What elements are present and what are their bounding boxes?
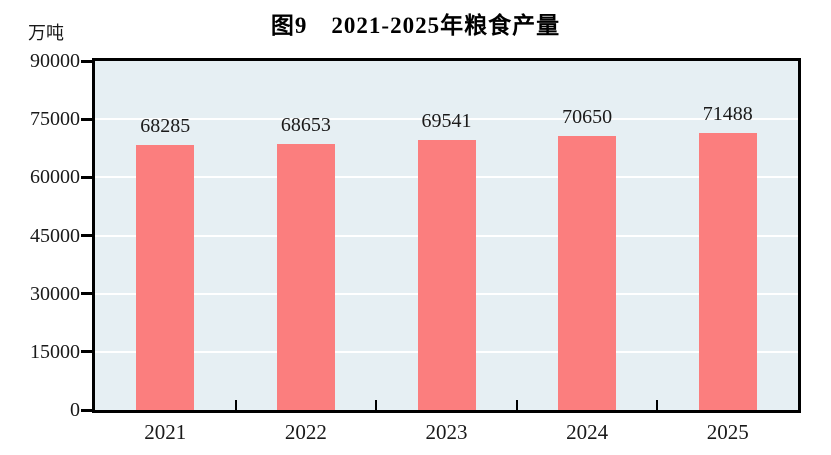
bar-value-label-2021: 68285 [140,115,191,138]
x-axis-label-2025: 2025 [706,420,749,444]
bar-value-label-2023: 69541 [421,110,472,133]
chart-title: 图9 2021-2025年粮食产量 [270,13,561,38]
y-axis-tickmark-15000 [81,350,92,354]
x-axis-label-2023: 2023 [425,420,468,444]
y-axis-label-60000: 60000 [30,166,80,189]
y-axis-label-30000: 30000 [30,282,80,305]
gridline-75000 [95,118,798,121]
y-axis-label-0: 0 [70,399,80,421]
bar-2022 [276,143,335,410]
x-axis-tick-1 [234,400,237,410]
bar-2024 [558,136,617,410]
x-axis-tick-3 [515,400,518,410]
y-axis-label-45000: 45000 [30,224,80,247]
y-axis-unit-label: 万吨 [28,23,64,43]
plot-area: 68285 68653 69541 70650 71488 [92,58,801,413]
y-axis-label-15000: 15000 [30,340,80,363]
x-axis-tick-4 [656,400,659,410]
bar-2025 [698,132,757,410]
x-axis-label-2024: 2024 [566,420,609,444]
bar-2021 [136,145,195,410]
bar-2023 [417,140,476,410]
bar-value-label-2024: 70650 [562,106,613,129]
y-axis-label-75000: 75000 [30,108,80,131]
y-axis-tickmark-45000 [81,234,92,237]
x-axis-label-2021: 2021 [144,420,187,444]
y-axis-tickmark-90000 [81,59,92,63]
bar-value-label-2022: 68653 [280,113,331,136]
y-axis-tickmark-30000 [81,292,92,296]
y-axis-tickmark-0 [81,408,92,412]
y-axis-tickmark-75000 [81,117,92,121]
y-axis-tickmark-60000 [81,175,92,179]
x-axis-label-2022: 2022 [284,420,327,444]
bar-value-label-2025: 71488 [702,102,753,125]
x-axis-tick-2 [375,400,378,410]
y-axis-label-90000: 90000 [30,50,80,72]
